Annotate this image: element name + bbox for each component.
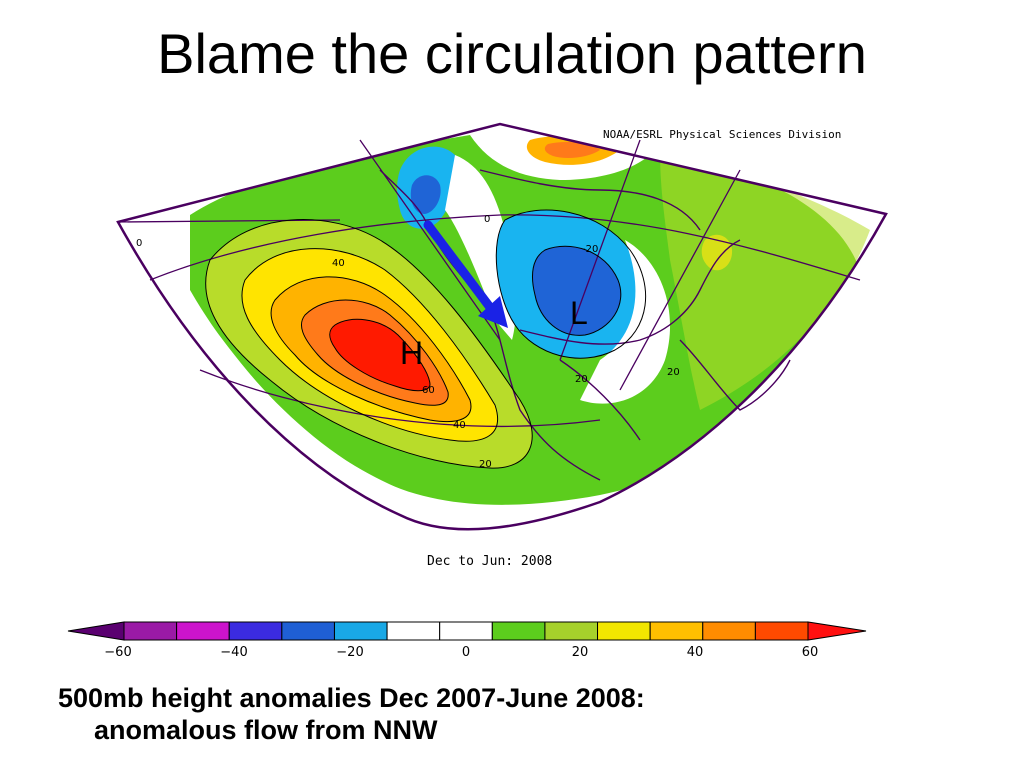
colorbar-swatch [123, 621, 178, 641]
contour-label: 60 [422, 385, 435, 396]
colorbar-swatch [649, 621, 704, 641]
colorbar-end-left [67, 621, 125, 641]
graticule [117, 139, 861, 427]
color-scale-ticks: −60 −40 −20 0 20 40 60 [104, 645, 818, 660]
contour-label: 20 [667, 367, 680, 378]
colorbar-swatch [754, 621, 809, 641]
coastlines [379, 169, 791, 481]
contour-label: 0 [484, 214, 490, 225]
colorbar-swatch [491, 621, 546, 641]
caption-line-1: 500mb height anomalies Dec 2007-June 200… [58, 683, 645, 713]
colorbar-tick-label: 40 [687, 645, 704, 660]
contour-label: 0 [136, 238, 142, 249]
colorbar-swatch [597, 621, 651, 641]
anomaly-map-figure: 0 40 60 40 20 0 -20 20 20 H L NOAA/ESRL … [0, 110, 1024, 670]
colorbar-swatch [702, 621, 756, 641]
colorbar-swatch [176, 621, 230, 641]
low-pressure-label: L [570, 295, 588, 331]
colorbar-tick-label: −60 [104, 645, 131, 660]
slide-caption: 500mb height anomalies Dec 2007-June 200… [58, 682, 998, 747]
contour-label: 20 [575, 374, 588, 385]
colorbar-swatch [228, 621, 283, 641]
contour-label: 40 [453, 420, 466, 431]
colorbar-tick-label: −20 [336, 645, 363, 660]
contour-lines [205, 209, 647, 469]
contour-label: 40 [332, 258, 345, 269]
colorbar-swatch [439, 621, 493, 641]
anomaly-field [118, 124, 886, 530]
contour-label: -20 [582, 244, 598, 255]
slide-title: Blame the circulation pattern [157, 22, 867, 85]
colorbar-tick-label: 20 [572, 645, 589, 660]
colorbar-swatch [386, 621, 441, 641]
data-source-credit: NOAA/ESRL Physical Sciences Division [603, 128, 841, 141]
colorbar-swatch [333, 621, 388, 641]
colorbar-tick-label: 60 [802, 645, 819, 660]
colorbar-tick-label: 0 [462, 645, 470, 660]
contour-label-group: 0 40 60 40 20 0 -20 20 20 [136, 214, 680, 470]
period-label: Dec to Jun: 2008 [427, 554, 552, 569]
anomaly-map-svg: 0 40 60 40 20 0 -20 20 20 H L NOAA/ESRL … [67, 122, 888, 660]
map-boundary [116, 122, 888, 531]
contour-label: 20 [479, 459, 492, 470]
colorbar-swatch [281, 621, 335, 641]
colorbar-swatch [544, 621, 599, 641]
high-pressure-label: H [400, 335, 423, 371]
caption-line-2: anomalous flow from NNW [94, 715, 438, 746]
flow-arrow [423, 220, 508, 328]
colorbar-end-right [807, 621, 867, 641]
color-scale-bar [67, 621, 867, 641]
colorbar-tick-label: −40 [220, 645, 247, 660]
